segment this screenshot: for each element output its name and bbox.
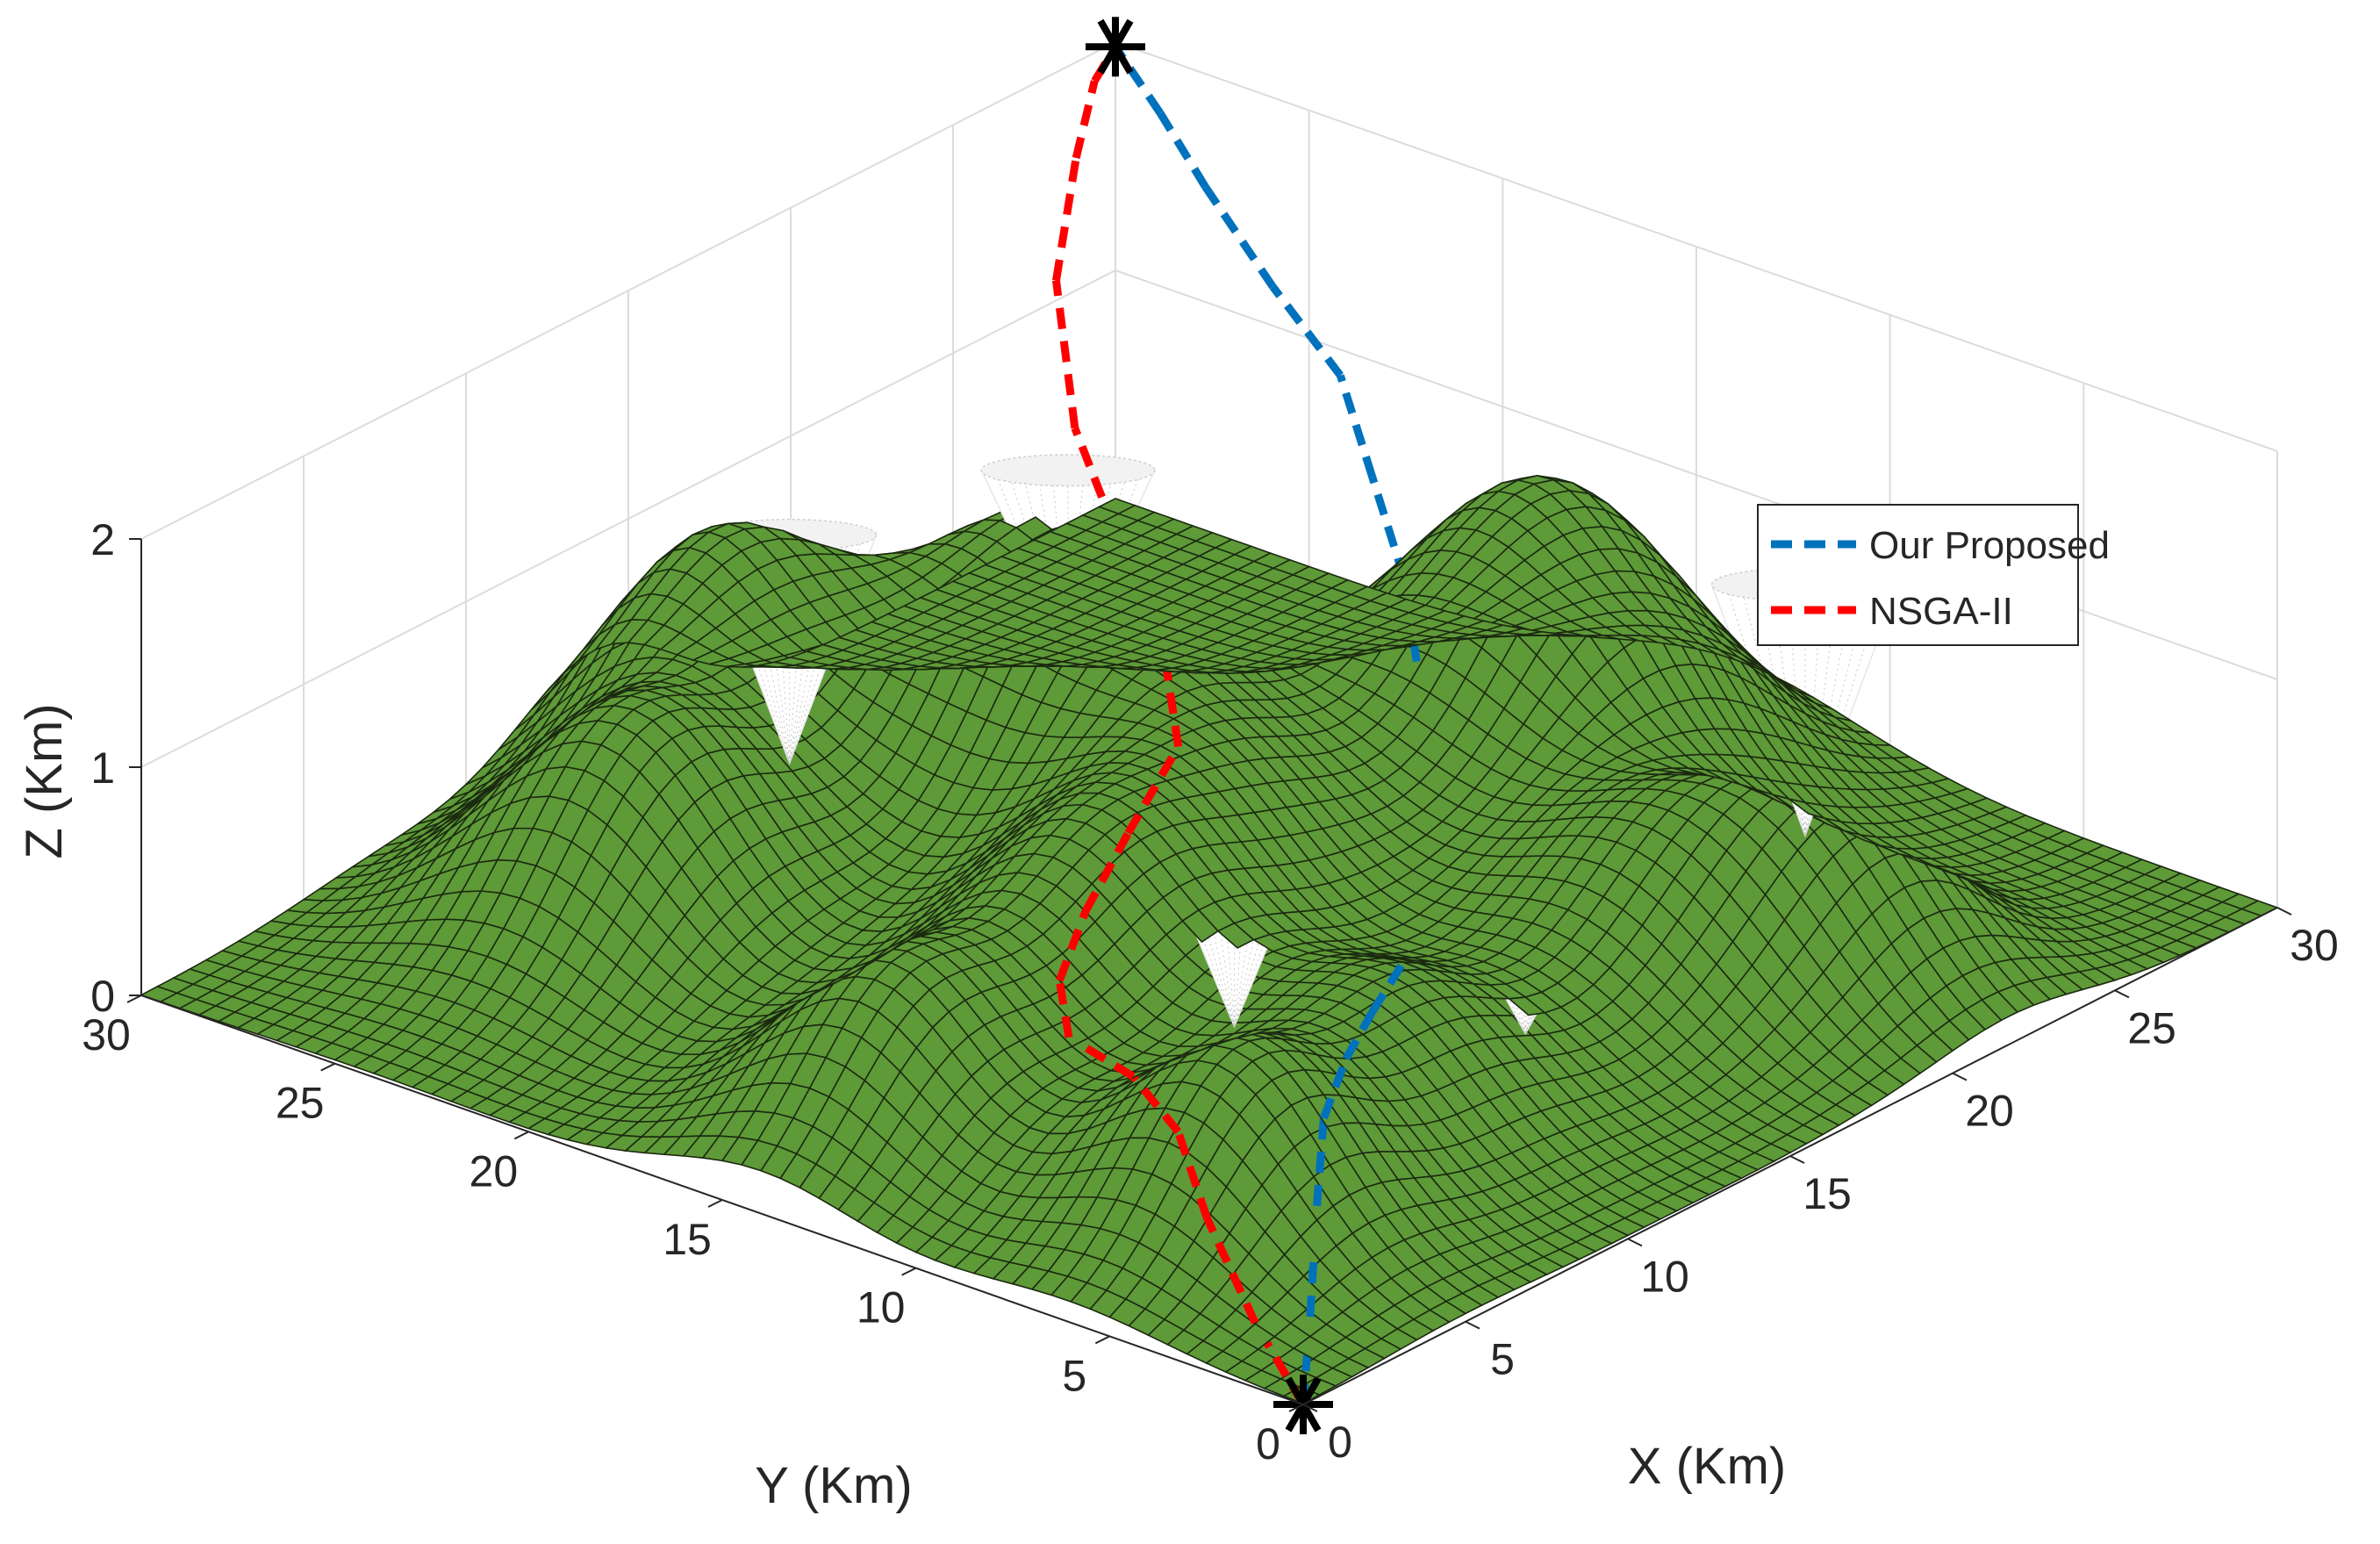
y-tick-mark <box>1094 1335 1110 1345</box>
path-nsga-ii-segment <box>1056 909 1090 982</box>
x-tick-mark <box>2276 907 2292 916</box>
x-tick-label: 5 <box>1490 1335 1515 1384</box>
path-nsga-ii-segment <box>1124 744 1182 836</box>
y-tick-label: 0 <box>1256 1419 1280 1469</box>
y-tick-mark <box>1288 1404 1304 1412</box>
path-nsga-ii-segment <box>1071 427 1130 561</box>
cone-mesh-line <box>789 548 820 764</box>
legend-label-our-proposed: Our Proposed <box>1869 524 2110 567</box>
cone-mesh-line <box>1234 878 1246 1027</box>
y-tick-label: 5 <box>1062 1351 1086 1400</box>
x-tick-mark <box>2114 989 2130 999</box>
y-tick-label: 15 <box>663 1215 712 1264</box>
path-nsga-ii-segment <box>1052 279 1079 429</box>
path-our-proposed-segment <box>1269 284 1344 378</box>
path-our-proposed-segment <box>1342 1009 1376 1061</box>
path-nsga-ii-segment <box>1161 663 1183 748</box>
y-tick-mark <box>513 1131 529 1140</box>
legend-box <box>1757 504 2079 646</box>
path-nsga-ii-segment <box>1072 80 1099 159</box>
path-nsga-ii-segment <box>1055 980 1073 1038</box>
path-nsga-ii-segment <box>1129 1074 1182 1135</box>
y-tick-mark <box>707 1199 723 1208</box>
y-tick-label: 10 <box>857 1283 906 1332</box>
z-tick-label: 0 <box>90 972 115 1021</box>
z-axis-label: Z (Km) <box>16 703 73 858</box>
y-tick-mark <box>126 995 142 1003</box>
z-tick-label: 2 <box>90 515 115 564</box>
path-our-proposed-segment <box>1337 374 1376 478</box>
cone-mesh-line <box>1489 916 1526 1034</box>
path-nsga-ii-segment <box>1066 1033 1136 1081</box>
path-nsga-ii-segment <box>1082 831 1132 914</box>
path-our-proposed-segment <box>1306 1205 1322 1318</box>
y-tick-label: 25 <box>276 1079 325 1128</box>
cone-mesh-line <box>1726 588 1806 837</box>
path-nsga-ii-segment <box>1174 1130 1211 1220</box>
cone-mesh-line <box>789 538 863 764</box>
path-our-proposed-segment <box>1320 1057 1351 1120</box>
x-tick-mark <box>1302 1404 1318 1412</box>
x-tick-label: 30 <box>2290 921 2339 970</box>
y-tick-mark <box>901 1267 917 1276</box>
x-axis-label: X (Km) <box>1628 1438 1786 1495</box>
path-our-proposed-segment <box>1201 184 1277 290</box>
x-tick-label: 0 <box>1328 1418 1352 1467</box>
cone-mesh-line <box>760 548 791 764</box>
terrain-surface <box>139 17 2280 1434</box>
y-tick-mark <box>320 1062 336 1072</box>
cone-mesh-line <box>716 538 791 764</box>
x-tick-label: 10 <box>1640 1252 1689 1301</box>
cone-top <box>980 454 1156 487</box>
path-our-proposed-segment <box>1157 111 1209 190</box>
x-tick-label: 20 <box>1965 1087 2014 1136</box>
y-tick-label: 20 <box>470 1146 519 1196</box>
x-tick-mark <box>1465 1320 1480 1330</box>
y-axis-label: Y (Km) <box>755 1457 912 1514</box>
y-tick-label: 30 <box>82 1010 131 1059</box>
x-tick-label: 25 <box>2127 1003 2176 1052</box>
legend-label-nsga-ii: NSGA-II <box>1869 590 2013 633</box>
goal-marker <box>1086 17 1145 77</box>
path-our-proposed-segment <box>1313 1117 1328 1207</box>
cone-mesh-line <box>1222 878 1236 1027</box>
path-nsga-ii-segment <box>1203 1216 1259 1325</box>
cone-mesh-line <box>1513 920 1526 1034</box>
cone-mesh-line <box>1067 485 1084 653</box>
x-tick-mark <box>1952 1072 1968 1081</box>
z-tick-label: 1 <box>90 743 115 793</box>
path-nsga-ii-segment <box>1052 157 1080 282</box>
x-tick-label: 15 <box>1803 1169 1852 1218</box>
cone-mesh-line <box>1053 485 1069 653</box>
surface-patch <box>1097 498 1137 515</box>
x-tick-mark <box>1789 1155 1805 1164</box>
grid-line <box>140 40 2278 540</box>
legend: Our Proposed NSGA-II <box>1757 504 2110 646</box>
x-tick-mark <box>1627 1238 1643 1247</box>
